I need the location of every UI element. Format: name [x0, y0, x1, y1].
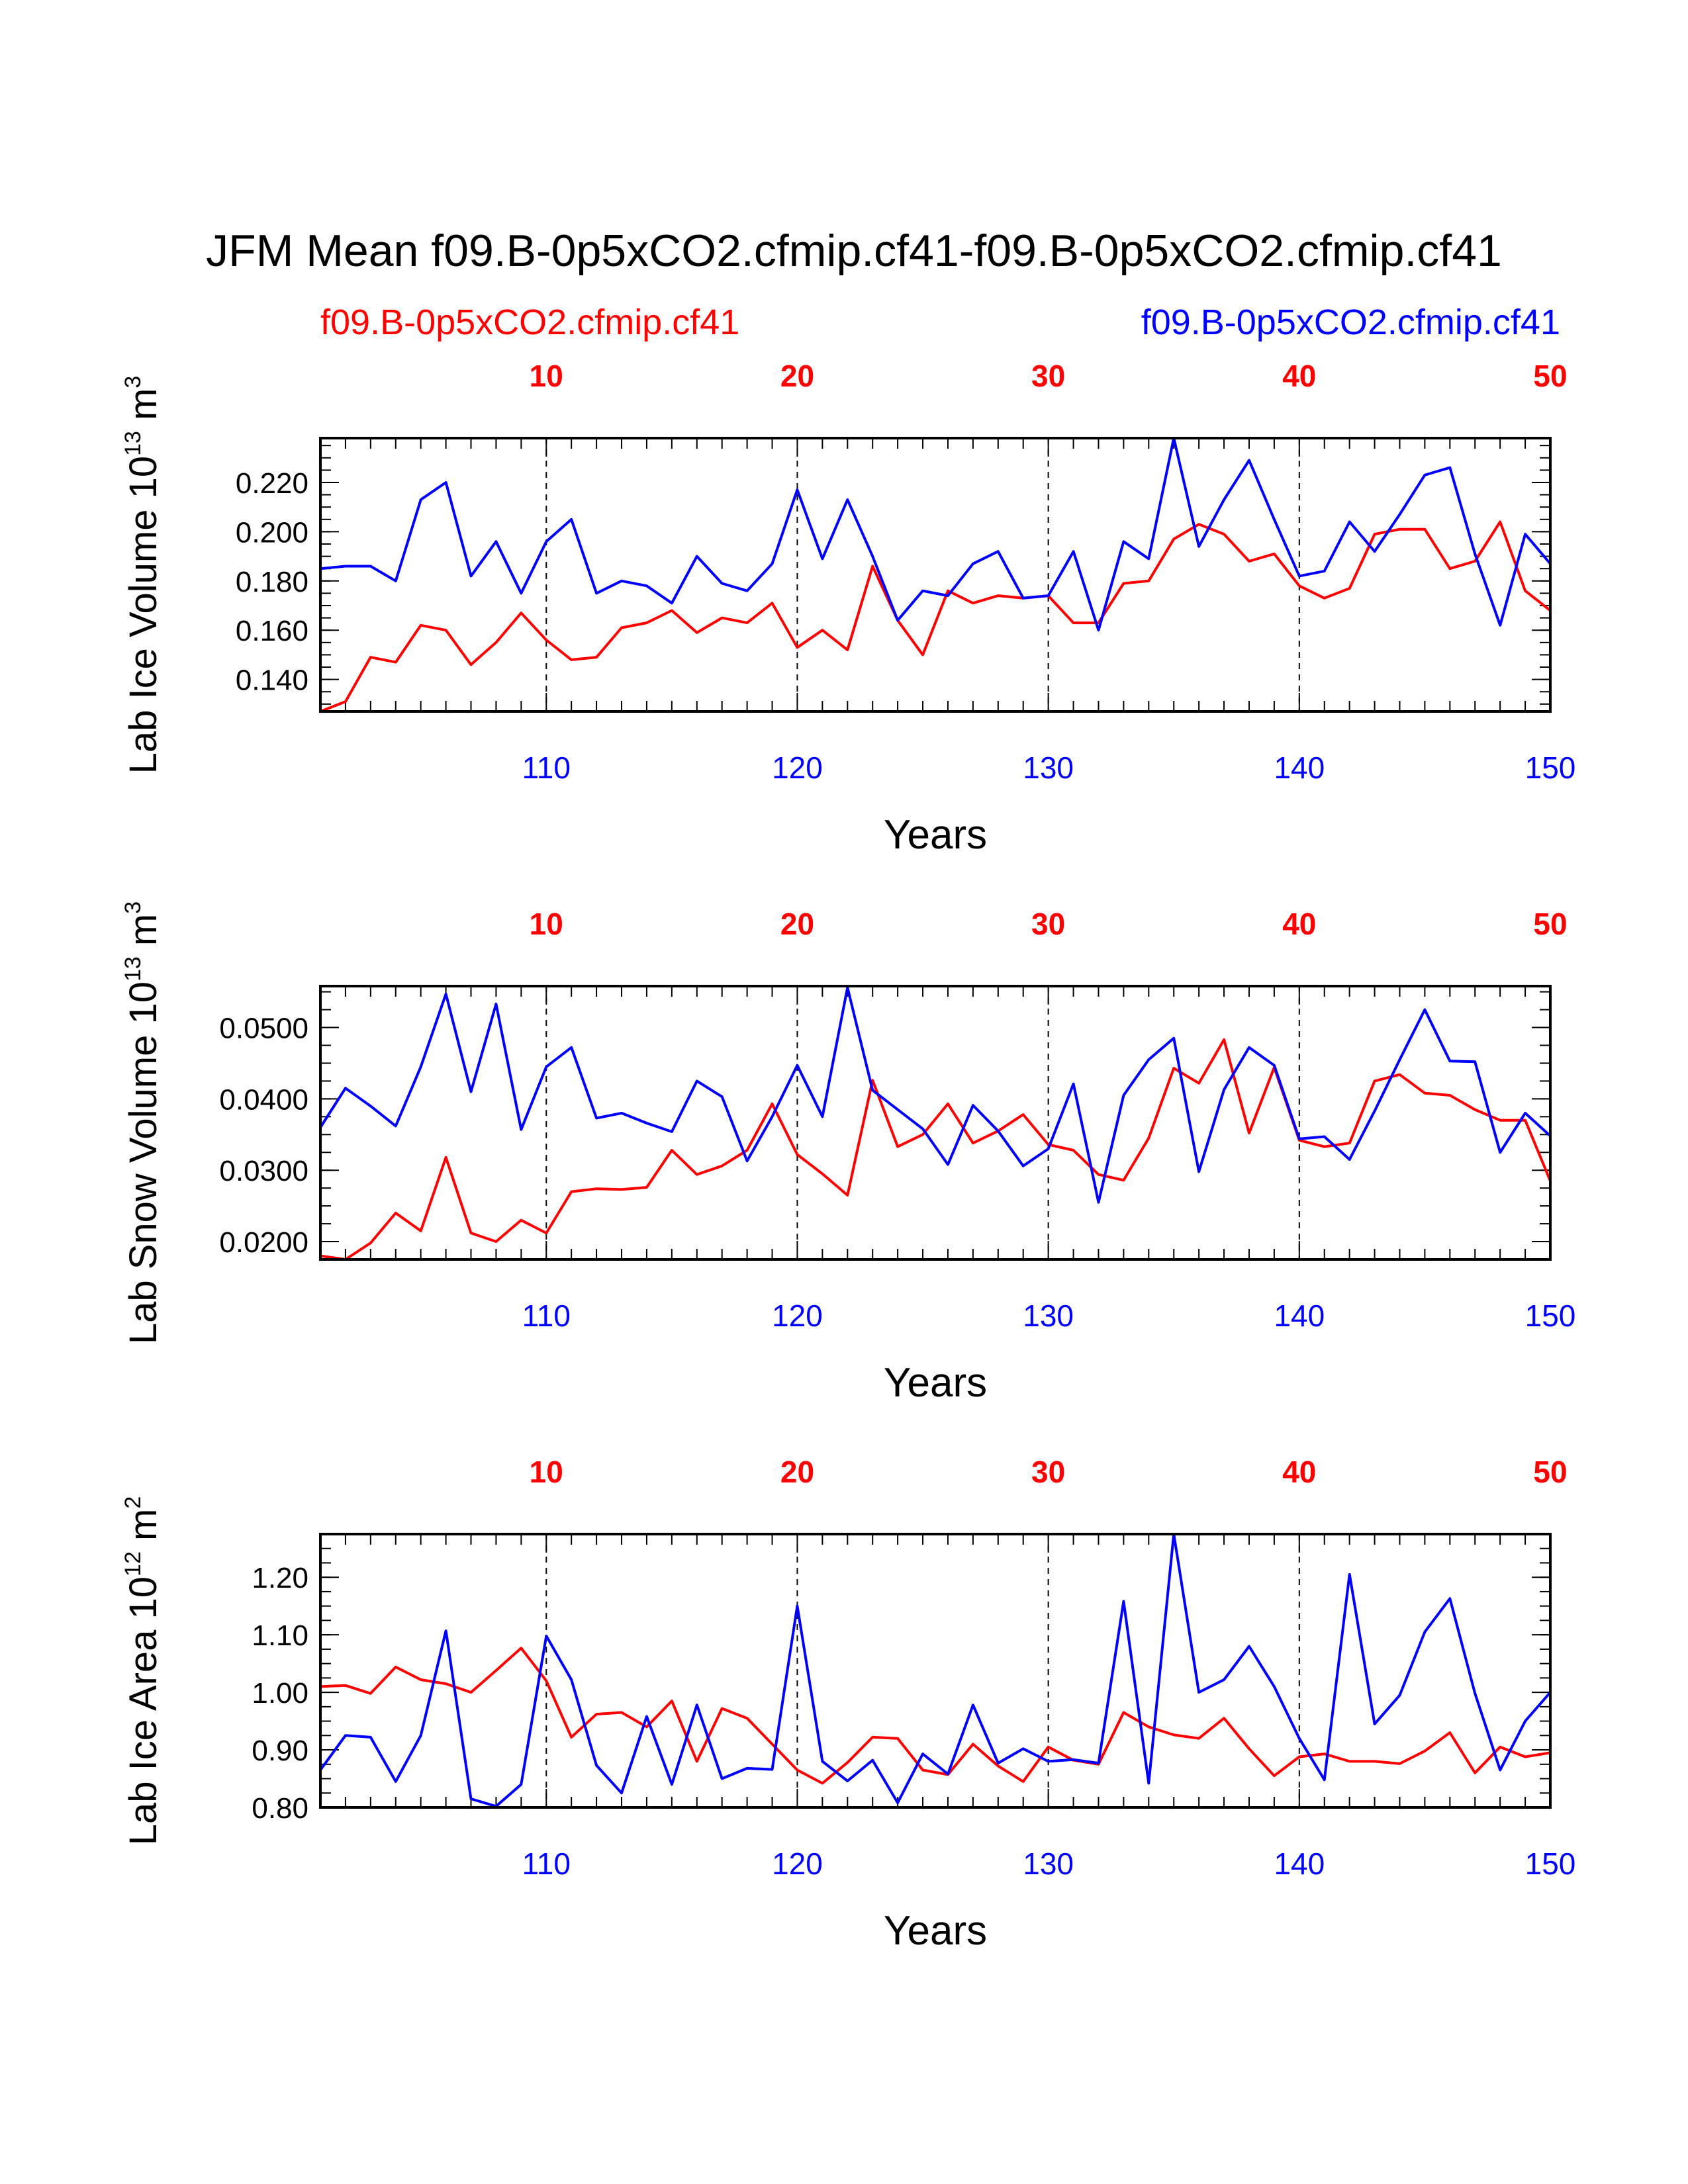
x-bottom-tick-label: 140	[1274, 1846, 1325, 1881]
y-tick-label: 0.140	[236, 664, 308, 697]
plot-frame	[319, 1533, 1552, 1809]
x-top-tick-label: 10	[530, 359, 563, 393]
x-top-tick-label: 40	[1282, 359, 1316, 393]
red-series-line	[320, 520, 1552, 713]
x-top-tick-label: 40	[1282, 1455, 1316, 1489]
blue-series-line	[319, 986, 1552, 1204]
y-tick-label: 1.20	[252, 1562, 308, 1594]
plot-frame	[319, 985, 1552, 1261]
y-tick-label: 0.80	[252, 1792, 308, 1825]
x-bottom-tick-label: 110	[522, 1846, 571, 1881]
panel-1: 0.140 0.160 0.180 0.200 0.220 110 120 130 140 150…	[120, 359, 1575, 858]
y-tick-label: 0.0200	[219, 1226, 308, 1259]
y-axis-label: Lab Ice Volume 1013 m3	[120, 376, 165, 774]
x-bottom-tick-label: 120	[772, 1846, 823, 1881]
y-tick-label: 0.90	[252, 1735, 308, 1767]
x-bottom-tick-label: 110	[522, 1298, 571, 1333]
chart-title: JFM Mean f09.B-0p5xCO2.cfmip.cf41-f09.B-…	[206, 226, 1502, 276]
x-top-tick-label: 50	[1533, 1455, 1567, 1489]
y-axis-label: Lab Snow Volume 1013 m3	[120, 901, 165, 1344]
x-bottom-tick-label: 130	[1023, 1298, 1074, 1333]
x-bottom-tick-label: 110	[522, 751, 571, 785]
x-top-tick-label: 30	[1031, 1455, 1065, 1489]
blue-series-line	[320, 437, 1552, 632]
x-top-tick-label: 30	[1031, 359, 1065, 393]
x-top-tick-label: 20	[780, 1455, 814, 1489]
legend-red-series: f09.B-0p5xCO2.cfmip.cf41	[320, 302, 739, 342]
y-tick-label: 0.180	[236, 566, 308, 598]
x-bottom-tick-label: 150	[1525, 1298, 1576, 1333]
x-bottom-tick-label: 150	[1525, 751, 1576, 785]
x-top-tick-label: 50	[1533, 907, 1567, 941]
x-bottom-tick-label: 150	[1525, 1846, 1576, 1881]
panel-3: 0.80 0.90 1.00 1.10 1.20 110 120 130 140 150 10 20 3…	[120, 1455, 1575, 1954]
y-tick-label: 0.200	[236, 516, 308, 549]
x-top-tick-label: 20	[780, 359, 814, 393]
x-top-tick-label: 10	[530, 907, 563, 941]
red-series-line	[320, 1647, 1551, 1785]
y-tick-label: 0.0500	[219, 1013, 308, 1045]
y-axis-label: Lab Ice Area 1012 m2	[120, 1496, 165, 1846]
x-axis-label: Years	[884, 1360, 987, 1406]
panel-2: 0.0200 0.0300 0.0400 0.0500 110 120 130 140 150 1…	[120, 901, 1575, 1406]
x-top-tick-label: 10	[530, 1455, 563, 1489]
y-tick-label: 0.0300	[219, 1155, 308, 1187]
y-tick-label: 0.160	[236, 615, 308, 647]
blue-series-line	[319, 1533, 1552, 1808]
y-tick-label: 0.0400	[219, 1083, 308, 1116]
x-top-tick-label: 30	[1031, 907, 1065, 941]
legend-blue-series: f09.B-0p5xCO2.cfmip.cf41	[1141, 302, 1560, 342]
red-series-line	[320, 1038, 1552, 1261]
y-tick-label: 1.00	[252, 1677, 308, 1709]
x-axis-label: Years	[884, 812, 987, 858]
x-top-tick-label: 20	[780, 907, 814, 941]
x-top-tick-label: 50	[1533, 359, 1567, 393]
x-bottom-tick-label: 130	[1023, 751, 1074, 785]
x-bottom-tick-label: 140	[1274, 1298, 1325, 1333]
y-tick-label: 0.220	[236, 467, 308, 500]
x-top-tick-label: 40	[1282, 907, 1316, 941]
plot-frame	[319, 437, 1552, 713]
x-bottom-tick-label: 120	[772, 1298, 823, 1333]
y-tick-label: 1.10	[252, 1619, 308, 1652]
x-bottom-tick-label: 120	[772, 751, 823, 785]
x-bottom-tick-label: 130	[1023, 1846, 1074, 1881]
x-axis-label: Years	[884, 1908, 987, 1954]
x-bottom-tick-label: 140	[1274, 751, 1325, 785]
